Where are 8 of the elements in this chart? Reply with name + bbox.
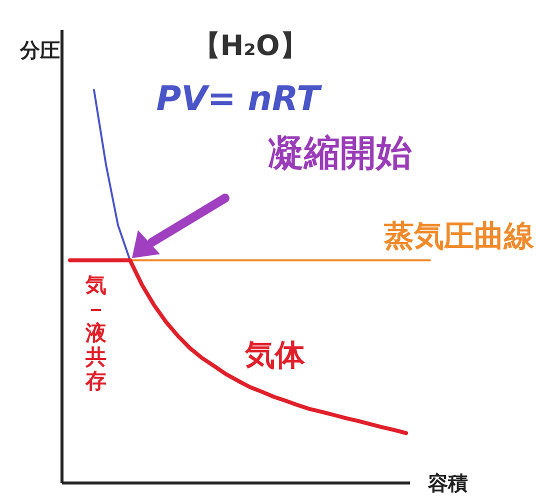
y-axis-title: 分圧 bbox=[19, 38, 60, 62]
x-axis-title: 容積 bbox=[427, 471, 468, 495]
series-label: PV= nRT bbox=[156, 79, 323, 119]
annotation: 凝縮開始 bbox=[268, 133, 412, 174]
annotation: 気－液共存 bbox=[84, 273, 108, 393]
series-label: 蒸気圧曲線 bbox=[383, 219, 535, 254]
annotation: 気体 bbox=[244, 338, 306, 373]
chart-title: 【H₂O】 bbox=[192, 29, 308, 62]
